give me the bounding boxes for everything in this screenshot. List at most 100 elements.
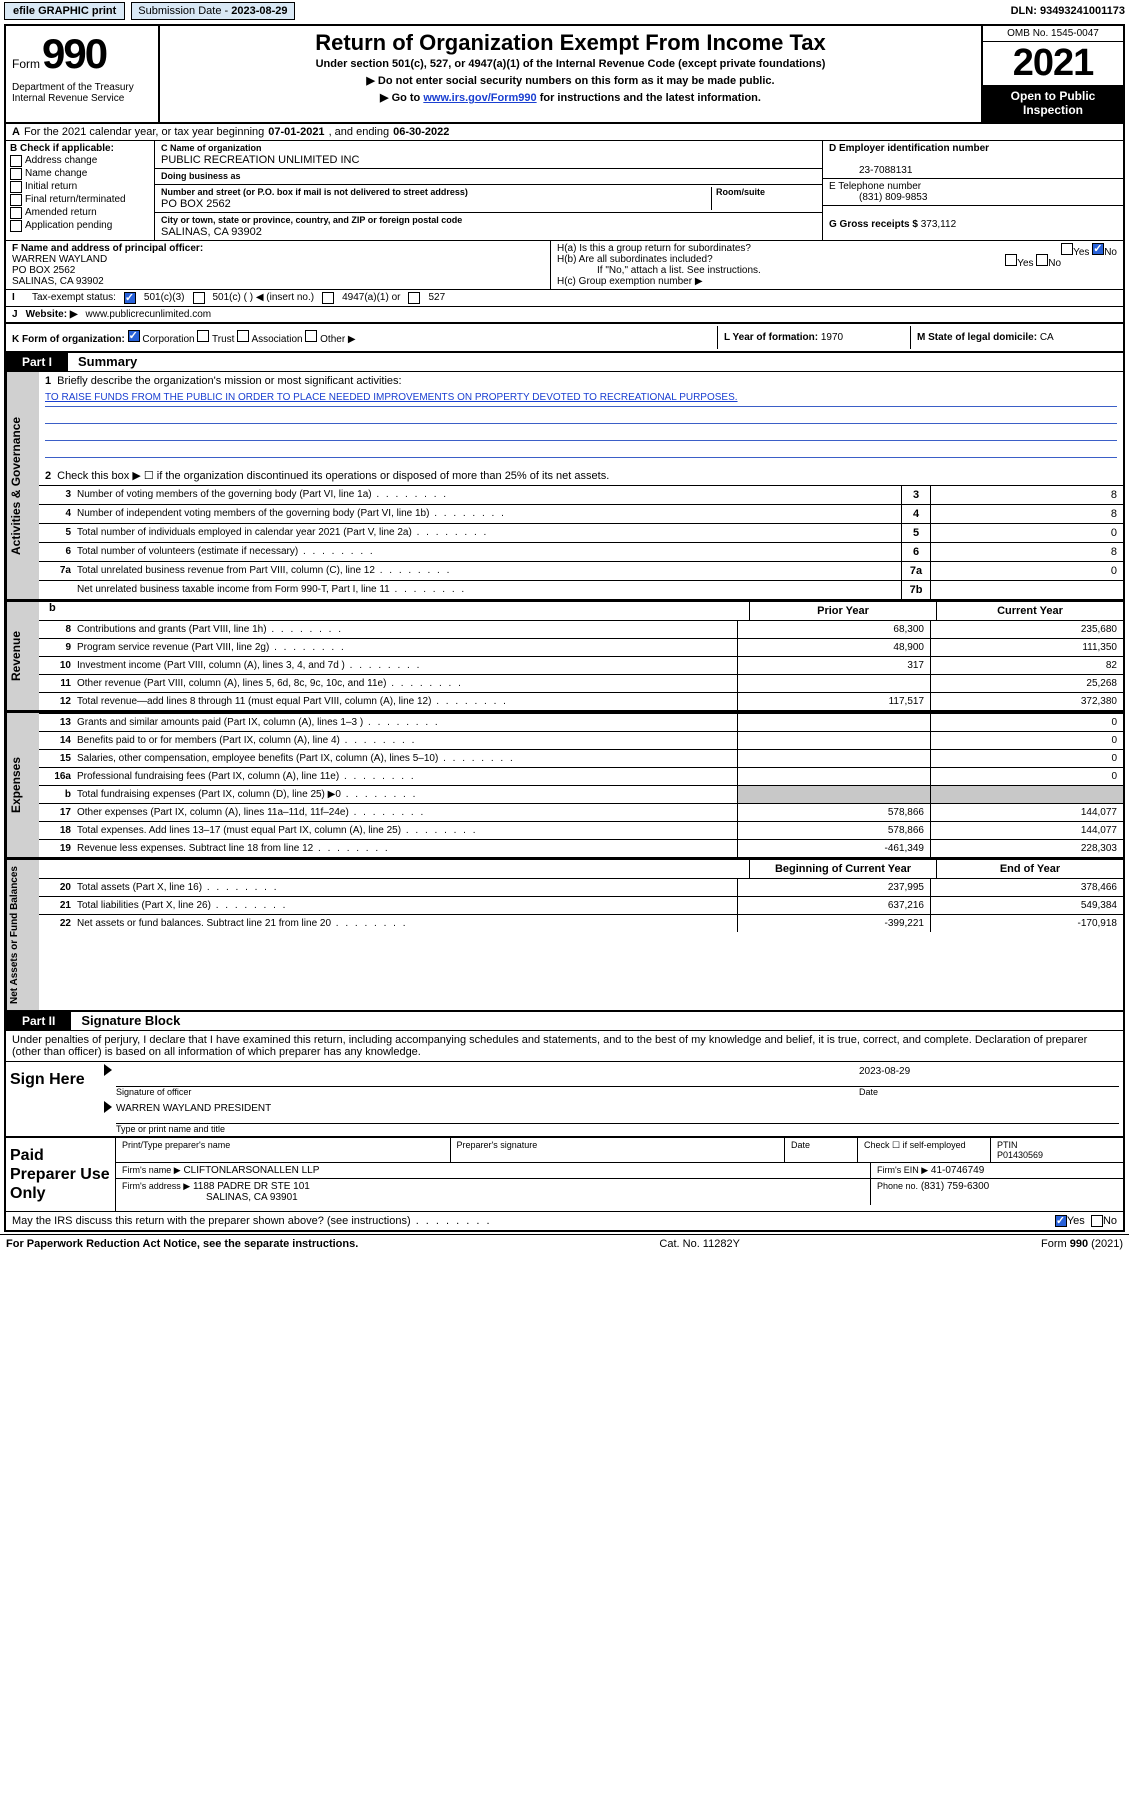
vtab-activities: Activities & Governance	[6, 372, 39, 599]
i-501c-checkbox[interactable]	[193, 292, 205, 304]
mission-line-2	[45, 409, 1117, 424]
submission-label: Submission Date - 2023-08-29	[131, 5, 294, 17]
irs-link[interactable]: www.irs.gov/Form990	[423, 92, 536, 104]
ha-yes-checkbox[interactable]	[1061, 243, 1073, 255]
efile-button[interactable]: efile GRAPHIC print	[4, 2, 125, 20]
prep-name-label: Print/Type preparer's name	[116, 1138, 450, 1162]
j-website-value: www.publicrecunlimited.com	[86, 309, 212, 320]
k-opt-checkbox[interactable]	[197, 330, 209, 342]
check-amended-return[interactable]: Amended return	[10, 207, 150, 219]
k-opt-checkbox[interactable]	[237, 330, 249, 342]
type-name-label: Type or print name and title	[116, 1124, 1119, 1134]
k-opt-label: Trust	[212, 334, 234, 345]
firm-addr2: SALINAS, CA 93901	[206, 1192, 298, 1203]
f-name: WARREN WAYLAND	[12, 254, 107, 265]
check-application-pending[interactable]: Application pending	[10, 220, 150, 232]
footer-right: Form 990 (2021)	[1041, 1238, 1123, 1250]
line-number: 5	[45, 527, 71, 539]
form-word: Form	[12, 57, 40, 71]
omb-number: OMB No. 1545-0047	[983, 26, 1123, 42]
e-phone-value: (831) 809-9853	[859, 192, 927, 203]
part-1-header: Part I Summary	[6, 353, 1123, 371]
line-label: Contributions and grants (Part VIII, lin…	[77, 624, 343, 635]
checkbox-icon[interactable]	[10, 207, 22, 219]
page-footer: For Paperwork Reduction Act Notice, see …	[0, 1234, 1129, 1253]
i-527-checkbox[interactable]	[408, 292, 420, 304]
check-address-change[interactable]: Address change	[10, 155, 150, 167]
dba-label: Doing business as	[161, 171, 241, 181]
f-addr1: PO BOX 2562	[12, 265, 75, 276]
check-initial-return[interactable]: Initial return	[10, 181, 150, 193]
line-box: 4	[901, 505, 930, 523]
caret-icon	[104, 1064, 112, 1076]
k-opt-checkbox[interactable]	[305, 330, 317, 342]
current-value: 378,466	[930, 879, 1123, 896]
summary-row: 22Net assets or fund balances. Subtract …	[39, 914, 1123, 932]
summary-row: 3Number of voting members of the governi…	[39, 485, 1123, 504]
caret-icon	[104, 1101, 112, 1113]
check-name-change[interactable]: Name change	[10, 168, 150, 180]
k-opt-checkbox[interactable]	[128, 330, 140, 342]
checkbox-icon[interactable]	[10, 181, 22, 193]
i-501c3-checkbox[interactable]	[124, 292, 136, 304]
line-label: Total number of volunteers (estimate if …	[77, 546, 375, 558]
current-value: 0	[930, 750, 1123, 767]
discuss-row: May the IRS discuss this return with the…	[6, 1211, 1123, 1230]
ptin-label: PTIN	[997, 1140, 1018, 1150]
checkbox-icon[interactable]	[10, 168, 22, 180]
line-label: Investment income (Part VIII, column (A)…	[77, 660, 421, 671]
checkbox-icon[interactable]	[10, 194, 22, 206]
summary-row: 20Total assets (Part X, line 16)237,9953…	[39, 878, 1123, 896]
prep-date-label: Date	[784, 1138, 857, 1162]
signature-declaration: Under penalties of perjury, I declare th…	[6, 1030, 1123, 1061]
hb-yes: Yes	[1017, 258, 1033, 269]
discuss-yes-checkbox[interactable]	[1055, 1215, 1067, 1227]
current-value: 235,680	[930, 621, 1123, 638]
b-right: D Employer identification number 23-7088…	[822, 141, 1123, 240]
i-label: I	[12, 292, 15, 303]
check-final-return-terminated[interactable]: Final return/terminated	[10, 194, 150, 206]
department: Department of the Treasury Internal Reve…	[12, 82, 152, 104]
e-phone-label: E Telephone number	[829, 181, 921, 192]
line-number: 4	[45, 508, 71, 520]
i-4947-checkbox[interactable]	[322, 292, 334, 304]
line-label: Total assets (Part X, line 16)	[77, 882, 279, 893]
submission-date-value: 2023-08-29	[231, 5, 287, 17]
label-a: A	[12, 126, 20, 138]
b-checkboxes: B Check if applicable: Address changeNam…	[6, 141, 155, 240]
discuss-no-checkbox[interactable]	[1091, 1215, 1103, 1227]
line-number: 18	[45, 825, 71, 836]
line-number: 10	[45, 660, 71, 671]
ha-text: H(a) Is this a group return for subordin…	[557, 243, 751, 254]
g-gross-value: 373,112	[921, 219, 956, 230]
current-value: 228,303	[930, 840, 1123, 857]
summary-row: bTotal fundraising expenses (Part IX, co…	[39, 785, 1123, 803]
part-2-header: Part II Signature Block	[6, 1012, 1123, 1030]
row-j-website: J Website: ▶ www.publicrecunlimited.com	[6, 307, 1123, 324]
prior-value	[737, 786, 930, 803]
firm-phone-label: Phone no.	[877, 1181, 918, 1191]
current-value: 0	[930, 714, 1123, 731]
line-label: Number of independent voting members of …	[77, 508, 506, 520]
checkbox-icon[interactable]	[10, 155, 22, 167]
i-opt2: 501(c) ( ) ◀ (insert no.)	[213, 292, 315, 303]
part-2-tab: Part II	[6, 1012, 71, 1030]
line-box: 5	[901, 524, 930, 542]
hb-yes-checkbox[interactable]	[1005, 254, 1017, 266]
hb-no-checkbox[interactable]	[1036, 254, 1048, 266]
prior-value	[737, 675, 930, 692]
checkbox-icon[interactable]	[10, 220, 22, 232]
summary-row: 14Benefits paid to or for members (Part …	[39, 731, 1123, 749]
section-b: B Check if applicable: Address changeNam…	[6, 141, 1123, 241]
section-activities-governance: Activities & Governance 1Briefly describ…	[6, 371, 1123, 601]
i-text: Tax-exempt status:	[32, 292, 116, 303]
ha-no-checkbox[interactable]	[1092, 243, 1104, 255]
line-number: 19	[45, 843, 71, 854]
firm-name: CLIFTONLARSONALLEN LLP	[183, 1165, 319, 1176]
current-value: 0	[930, 732, 1123, 749]
hc-text: H(c) Group exemption number ▶	[557, 276, 1117, 287]
discuss-yes: Yes	[1067, 1215, 1085, 1227]
na-curr-header: End of Year	[936, 860, 1123, 878]
line-value: 8	[930, 543, 1123, 561]
line-value: 8	[930, 505, 1123, 523]
